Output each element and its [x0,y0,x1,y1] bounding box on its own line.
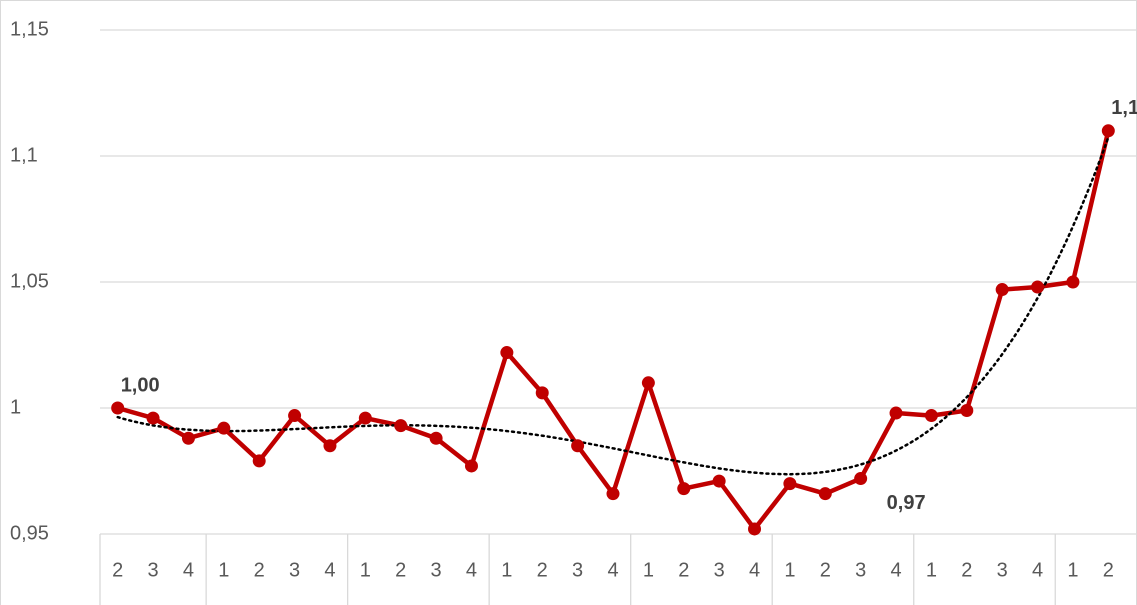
y-tick-label: 1 [10,396,21,418]
data-point [960,404,974,418]
data-point [217,421,231,435]
data-point [181,431,195,445]
data-label: 1,00 [121,374,160,396]
data-point [358,411,372,425]
data-point [429,431,443,445]
data-point [1101,124,1115,138]
x-tick-label: 2 [112,559,123,581]
data-point [995,283,1009,297]
x-tick-label: 3 [572,559,583,581]
trendline [116,136,1110,476]
x-tick-label: 4 [890,559,901,581]
data-point [394,419,408,433]
data-point [252,454,266,468]
data-point [571,439,585,453]
data-point [677,482,691,496]
x-tick-label: 4 [324,559,335,581]
y-tick-label: 1,05 [10,270,49,292]
x-tick-label: 2 [820,559,831,581]
data-point [288,409,302,423]
data-point [146,411,160,425]
data-point [889,406,903,420]
data-point [783,477,797,491]
data-point [748,522,762,536]
x-tick-label: 1 [360,559,371,581]
data-label: 0,97 [887,492,926,514]
data-point [1066,275,1080,289]
data-point [712,474,726,488]
x-tick-label: 1 [784,559,795,581]
x-tick-label: 4 [607,559,618,581]
x-tick-label: 1 [501,559,512,581]
x-tick-label: 1 [643,559,654,581]
x-tick-label: 2 [961,559,972,581]
data-point [606,487,620,501]
data-label: 1,11 [1111,97,1137,119]
x-tick-label: 2 [537,559,548,581]
x-tick-label: 4 [466,559,477,581]
data-point [464,459,478,473]
x-tick-label: 2 [395,559,406,581]
x-tick-label: 1 [926,559,937,581]
x-tick-label: 2 [1103,559,1114,581]
x-tick-label: 3 [855,559,866,581]
data-point [1031,280,1045,294]
data-point [818,487,832,501]
x-tick-label: 1 [1067,559,1078,581]
data-point [323,439,337,453]
y-tick-label: 0,95 [10,522,49,544]
x-tick-label: 4 [749,559,760,581]
x-tick-label: 2 [678,559,689,581]
x-tick-label: 3 [714,559,725,581]
y-tick-label: 1,15 [10,18,49,40]
data-point [924,409,938,423]
data-point [535,386,549,400]
data-point [111,401,125,415]
x-tick-label: 3 [148,559,159,581]
data-point [854,472,868,486]
x-tick-label: 3 [289,559,300,581]
x-tick-label: 4 [183,559,194,581]
x-tick-label: 4 [1032,559,1043,581]
data-point [641,376,655,390]
x-tick-label: 2 [254,559,265,581]
x-tick-label: 3 [431,559,442,581]
x-tick-label: 1 [218,559,229,581]
x-tick-label: 3 [997,559,1008,581]
y-tick-label: 1,1 [10,144,38,166]
data-point [500,346,514,360]
